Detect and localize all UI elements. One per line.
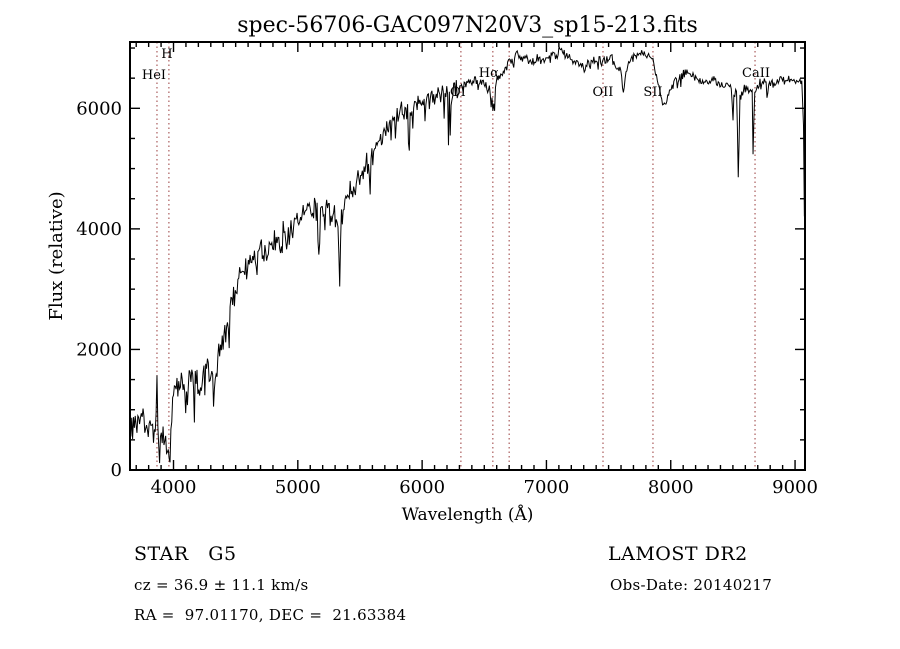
spectrum-trace — [129, 46, 805, 464]
spectral-line-label: SII — [643, 85, 662, 100]
spectral-line-label: CaII — [742, 66, 770, 81]
y-tick-label: 4000 — [76, 219, 122, 240]
spectral-line-label: OII — [593, 85, 614, 100]
x-tick-label: 6000 — [399, 477, 445, 498]
x-tick-label: 8000 — [648, 477, 694, 498]
classification-text: STAR G5 — [134, 543, 237, 565]
axes: 4000 5000 6000 7000 8000 9000 0 2000 4000 6000 — [76, 41, 818, 498]
spectral-line-label: Hα — [479, 66, 499, 81]
x-tick-label: 5000 — [275, 477, 321, 498]
obs-date-text: Obs-Date: 20140217 — [610, 576, 773, 594]
spectral-marker-lines: HeI H OI Hα OII SII CaII — [142, 42, 770, 470]
y-tick-label: 6000 — [76, 98, 122, 119]
x-tick-label: 7000 — [524, 477, 570, 498]
radec-text: RA = 97.01170, DEC = 21.63384 — [134, 606, 407, 624]
x-tick-label: 9000 — [772, 477, 818, 498]
cz-text: cz = 36.9 ± 11.1 km/s — [134, 576, 309, 594]
y-axis-label: Flux (relative) — [46, 191, 67, 320]
spectral-line-label: H — [161, 47, 172, 62]
spectral-line-label: OI — [450, 85, 466, 100]
y-tick-label: 2000 — [76, 339, 122, 360]
x-tick-label: 4000 — [151, 477, 197, 498]
spectral-line-label: HeI — [142, 68, 166, 83]
x-axis-label: Wavelength (Å) — [402, 504, 534, 525]
survey-text: LAMOST DR2 — [608, 543, 748, 565]
y-tick-label: 0 — [111, 460, 122, 481]
plot-title: spec-56706-GAC097N20V3_sp15-213.fits — [237, 13, 698, 38]
